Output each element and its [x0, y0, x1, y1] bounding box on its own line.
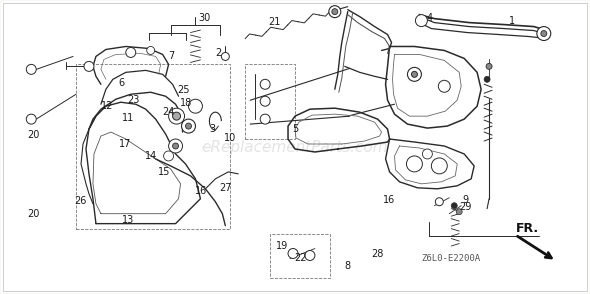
Circle shape [163, 151, 173, 161]
Text: 21: 21 [268, 17, 281, 27]
Circle shape [27, 114, 36, 124]
Circle shape [260, 114, 270, 124]
Circle shape [173, 143, 179, 149]
Text: 29: 29 [459, 202, 471, 212]
Circle shape [182, 119, 195, 133]
Circle shape [486, 64, 492, 69]
Circle shape [484, 76, 490, 82]
Circle shape [408, 67, 421, 81]
Text: Z6L0-E2200A: Z6L0-E2200A [421, 254, 480, 263]
Text: 25: 25 [177, 85, 189, 95]
Text: 26: 26 [74, 196, 87, 206]
Text: 20: 20 [28, 209, 40, 219]
Circle shape [169, 108, 185, 124]
Circle shape [435, 198, 443, 206]
Text: 24: 24 [163, 107, 175, 117]
Text: 12: 12 [101, 101, 113, 111]
Text: 13: 13 [122, 215, 134, 225]
Text: 18: 18 [180, 98, 192, 108]
Circle shape [126, 47, 136, 57]
Text: 1: 1 [509, 16, 515, 26]
Circle shape [451, 203, 457, 209]
Circle shape [305, 250, 315, 260]
Circle shape [189, 99, 202, 113]
Circle shape [415, 15, 427, 26]
Text: 28: 28 [371, 249, 384, 259]
Circle shape [407, 156, 422, 172]
Circle shape [147, 46, 155, 54]
Bar [270, 234, 330, 278]
Text: 4: 4 [427, 13, 433, 23]
Text: 7: 7 [169, 51, 175, 61]
Text: 10: 10 [224, 133, 237, 143]
Text: 3: 3 [209, 124, 216, 134]
Text: eReplacementParts.com: eReplacementParts.com [202, 139, 388, 155]
Circle shape [169, 139, 182, 153]
Circle shape [27, 64, 36, 74]
Circle shape [422, 149, 432, 159]
Circle shape [329, 6, 341, 18]
Circle shape [221, 52, 230, 60]
Text: 22: 22 [294, 253, 307, 263]
Text: 19: 19 [276, 241, 288, 251]
Text: 30: 30 [198, 13, 210, 23]
Circle shape [84, 61, 94, 71]
Text: 16: 16 [383, 195, 395, 205]
Bar [245, 64, 295, 139]
Circle shape [438, 80, 450, 92]
Text: 2: 2 [215, 49, 222, 59]
Circle shape [332, 9, 338, 15]
Circle shape [431, 158, 447, 174]
Circle shape [288, 248, 298, 258]
Circle shape [173, 112, 181, 120]
Text: 14: 14 [145, 151, 158, 161]
Circle shape [185, 123, 192, 129]
Text: 6: 6 [119, 78, 125, 88]
Circle shape [456, 209, 462, 215]
Text: 9: 9 [462, 195, 468, 205]
Bar [76, 64, 230, 229]
Text: 8: 8 [345, 260, 351, 270]
Circle shape [411, 71, 417, 77]
Text: 16: 16 [195, 186, 207, 196]
Text: FR.: FR. [516, 223, 539, 235]
Circle shape [260, 96, 270, 106]
Circle shape [260, 79, 270, 89]
Text: 23: 23 [127, 95, 140, 105]
Circle shape [541, 31, 547, 36]
Text: 20: 20 [28, 130, 40, 140]
Text: 5: 5 [292, 124, 298, 134]
Text: 15: 15 [159, 167, 171, 177]
Text: 17: 17 [119, 139, 131, 149]
Circle shape [537, 26, 551, 41]
Text: 11: 11 [122, 113, 134, 123]
Text: 27: 27 [219, 183, 232, 193]
